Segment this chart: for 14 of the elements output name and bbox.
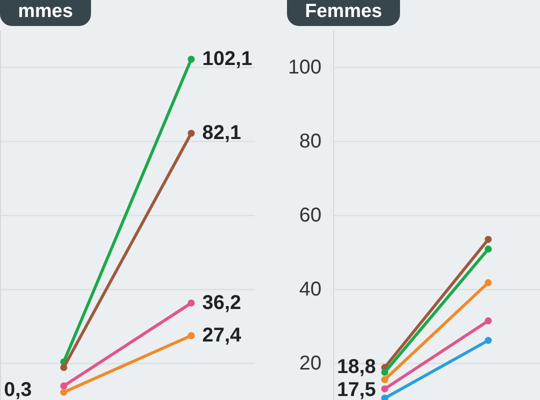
y-tick-label: 40 [299, 278, 322, 300]
data-label: 36,2 [202, 292, 242, 314]
data-label: 102,1 [202, 48, 252, 70]
chart-title: Femmes [287, 0, 400, 26]
y-tick-label: 80 [299, 130, 322, 152]
y-tick-label: 100 [288, 56, 322, 78]
data-label: 82,1 [202, 122, 242, 144]
chart-title: mmes [0, 0, 91, 26]
y-tick-label: 60 [299, 204, 322, 226]
data-label: 27,4 [202, 324, 242, 347]
annotation: 0,3 [4, 379, 32, 400]
y-tick-label: 20 [299, 352, 322, 374]
annotation: 18,8 [337, 356, 376, 378]
annotation: 17,5 [337, 379, 376, 400]
